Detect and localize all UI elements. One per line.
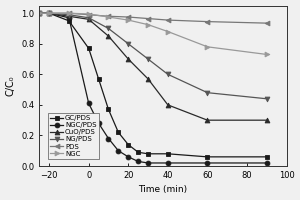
- PDS: [265, 22, 268, 24]
- NGC: [67, 12, 71, 14]
- GC/PDS: [67, 20, 71, 22]
- CuO/PDS: [127, 58, 130, 60]
- PDS: [67, 12, 71, 14]
- GC/PDS: [38, 12, 41, 14]
- NGC/PDS: [67, 17, 71, 19]
- NGC/PDS: [38, 12, 41, 14]
- PDS: [38, 12, 41, 14]
- NG/PDS: [265, 98, 268, 100]
- NG/PDS: [38, 12, 41, 14]
- GC/PDS: [87, 47, 91, 50]
- NGC: [38, 12, 41, 14]
- NG/PDS: [87, 17, 91, 19]
- PDS: [166, 19, 169, 21]
- NGC/PDS: [87, 102, 91, 105]
- CuO/PDS: [166, 104, 169, 106]
- PDS: [107, 15, 110, 17]
- Y-axis label: C/C₀: C/C₀: [6, 75, 16, 96]
- NG/PDS: [166, 73, 169, 76]
- NGC/PDS: [265, 162, 268, 164]
- NG/PDS: [67, 14, 71, 16]
- Line: NGC: NGC: [37, 11, 269, 57]
- NGC/PDS: [127, 156, 130, 158]
- PDS: [87, 14, 91, 16]
- Line: GC/PDS: GC/PDS: [37, 11, 269, 159]
- NGC: [206, 46, 209, 48]
- PDS: [146, 17, 150, 20]
- NG/PDS: [127, 43, 130, 45]
- NG/PDS: [146, 58, 150, 60]
- NGC: [166, 30, 169, 33]
- NGC/PDS: [166, 162, 169, 164]
- CuO/PDS: [107, 35, 110, 37]
- NGC/PDS: [47, 12, 51, 14]
- CuO/PDS: [146, 78, 150, 80]
- CuO/PDS: [38, 12, 41, 14]
- GC/PDS: [107, 108, 110, 111]
- GC/PDS: [136, 151, 140, 153]
- NGC/PDS: [146, 162, 150, 164]
- GC/PDS: [166, 153, 169, 155]
- GC/PDS: [97, 78, 101, 80]
- CuO/PDS: [67, 15, 71, 17]
- PDS: [127, 16, 130, 18]
- NG/PDS: [206, 91, 209, 94]
- CuO/PDS: [265, 119, 268, 121]
- NGC/PDS: [107, 137, 110, 140]
- NGC: [146, 23, 150, 26]
- NGC: [107, 16, 110, 18]
- NGC: [47, 12, 51, 14]
- Line: NG/PDS: NG/PDS: [37, 11, 269, 101]
- Line: PDS: PDS: [37, 11, 269, 26]
- GC/PDS: [117, 131, 120, 134]
- GC/PDS: [47, 12, 51, 14]
- Line: CuO/PDS: CuO/PDS: [37, 11, 269, 123]
- PDS: [206, 20, 209, 23]
- CuO/PDS: [47, 12, 51, 14]
- NGC/PDS: [97, 122, 101, 124]
- X-axis label: Time (min): Time (min): [138, 185, 188, 194]
- Line: NGC/PDS: NGC/PDS: [37, 11, 269, 165]
- CuO/PDS: [87, 18, 91, 21]
- CuO/PDS: [206, 119, 209, 121]
- NGC: [265, 53, 268, 56]
- NGC/PDS: [206, 162, 209, 164]
- NG/PDS: [107, 27, 110, 30]
- GC/PDS: [206, 156, 209, 158]
- GC/PDS: [265, 156, 268, 158]
- Legend: GC/PDS, NGC/PDS, CuO/PDS, NG/PDS, PDS, NGC: GC/PDS, NGC/PDS, CuO/PDS, NG/PDS, PDS, N…: [48, 113, 99, 159]
- PDS: [47, 12, 51, 14]
- NGC: [127, 19, 130, 21]
- NGC/PDS: [136, 160, 140, 163]
- NGC/PDS: [117, 150, 120, 152]
- NG/PDS: [47, 12, 51, 14]
- GC/PDS: [127, 143, 130, 146]
- GC/PDS: [146, 153, 150, 155]
- NGC: [87, 13, 91, 15]
